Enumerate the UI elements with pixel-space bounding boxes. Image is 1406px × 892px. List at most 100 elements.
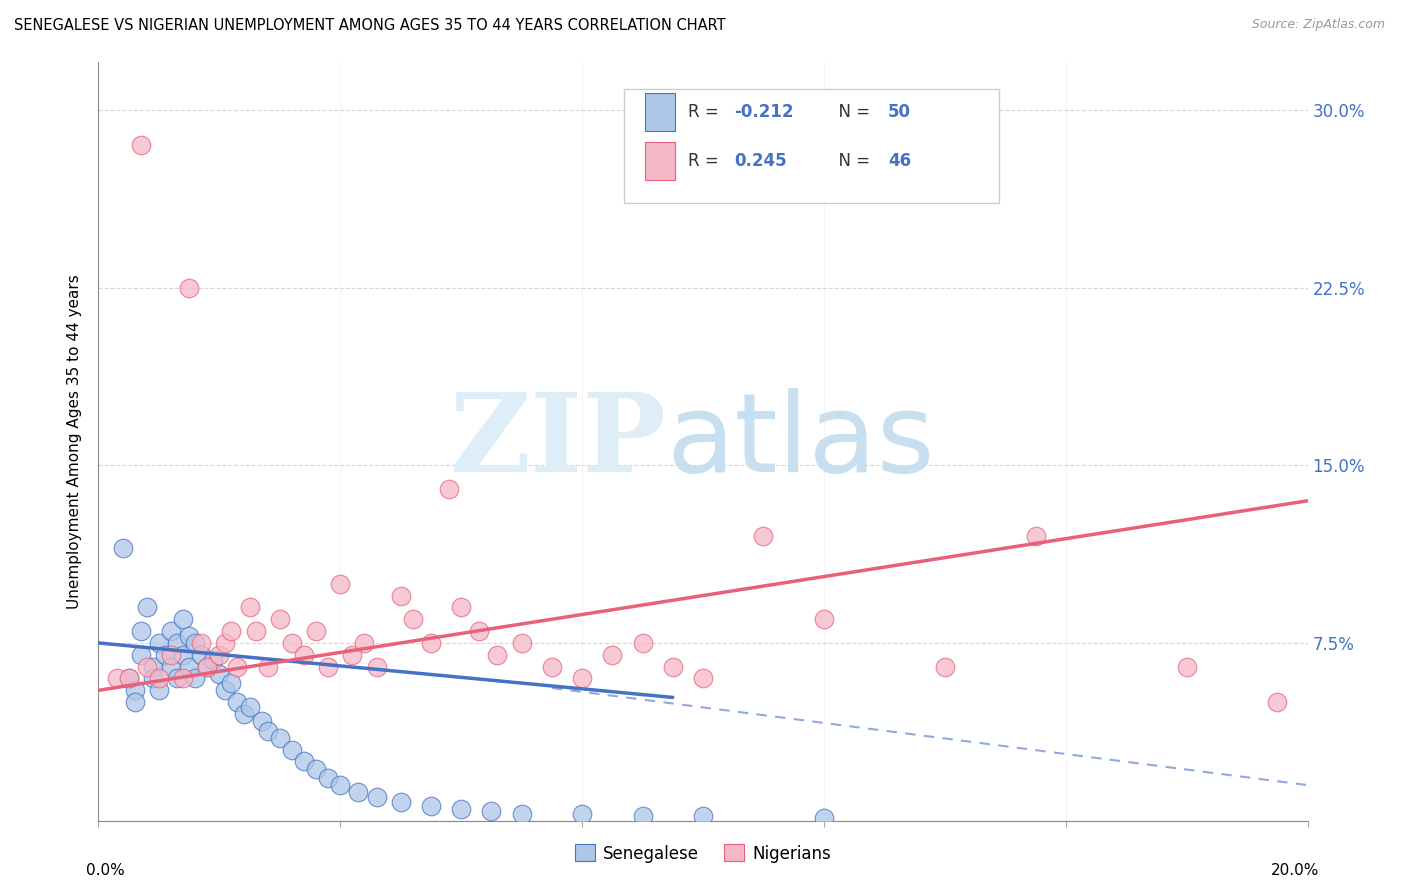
Point — [269, 731, 291, 745]
Point — [179, 280, 201, 294]
Point — [281, 742, 304, 756]
Text: 0.245: 0.245 — [734, 152, 787, 169]
Text: Source: ZipAtlas.com: Source: ZipAtlas.com — [1251, 18, 1385, 31]
Point — [153, 648, 176, 662]
Point — [160, 624, 183, 639]
Text: R =: R = — [689, 152, 724, 169]
Point — [486, 648, 509, 662]
Point — [316, 659, 339, 673]
Point — [135, 600, 157, 615]
Point — [329, 778, 352, 792]
Legend: Senegalese, Nigerians: Senegalese, Nigerians — [568, 838, 838, 869]
Point — [214, 683, 236, 698]
Point — [934, 659, 956, 673]
Text: R =: R = — [689, 103, 724, 121]
Point — [316, 771, 339, 785]
Point — [142, 659, 165, 673]
Point — [402, 612, 425, 626]
Point — [179, 629, 201, 643]
Point — [353, 636, 375, 650]
Point — [221, 676, 243, 690]
Point — [631, 809, 654, 823]
Point — [232, 706, 254, 721]
Point — [250, 714, 273, 728]
Point — [481, 804, 503, 818]
Point — [1267, 695, 1289, 709]
Point — [190, 648, 212, 662]
Point — [813, 811, 835, 825]
Point — [256, 723, 278, 738]
Point — [305, 624, 328, 639]
Point — [214, 636, 236, 650]
Point — [105, 672, 128, 686]
Point — [631, 636, 654, 650]
Point — [202, 652, 225, 666]
Point — [602, 648, 624, 662]
Point — [329, 576, 352, 591]
FancyBboxPatch shape — [624, 89, 1000, 202]
Point — [160, 659, 183, 673]
Point — [239, 699, 262, 714]
Text: SENEGALESE VS NIGERIAN UNEMPLOYMENT AMONG AGES 35 TO 44 YEARS CORRELATION CHART: SENEGALESE VS NIGERIAN UNEMPLOYMENT AMON… — [14, 18, 725, 33]
Point — [148, 683, 170, 698]
Point — [420, 636, 443, 650]
Point — [692, 672, 714, 686]
Point — [172, 612, 194, 626]
Point — [510, 806, 533, 821]
Text: 20.0%: 20.0% — [1271, 863, 1320, 879]
Point — [292, 648, 315, 662]
Point — [135, 659, 157, 673]
Point — [510, 636, 533, 650]
Point — [813, 612, 835, 626]
Point — [208, 666, 231, 681]
Point — [420, 799, 443, 814]
Point — [245, 624, 267, 639]
Y-axis label: Unemployment Among Ages 35 to 44 years: Unemployment Among Ages 35 to 44 years — [67, 274, 83, 609]
Point — [129, 624, 152, 639]
Point — [226, 695, 249, 709]
Point — [661, 659, 683, 673]
Point — [468, 624, 491, 639]
Point — [184, 672, 207, 686]
Point — [450, 600, 472, 615]
Point — [540, 659, 562, 673]
Point — [366, 789, 388, 804]
Point — [239, 600, 262, 615]
Point — [148, 672, 170, 686]
Text: 46: 46 — [889, 152, 911, 169]
Point — [172, 648, 194, 662]
Point — [389, 589, 412, 603]
Point — [129, 138, 152, 153]
Point — [142, 672, 165, 686]
Point — [292, 755, 315, 769]
Point — [692, 809, 714, 823]
Point — [184, 636, 207, 650]
Point — [118, 672, 141, 686]
Bar — [645, 142, 675, 180]
Point — [256, 659, 278, 673]
Point — [571, 672, 593, 686]
Point — [111, 541, 134, 556]
Point — [118, 672, 141, 686]
Text: atlas: atlas — [666, 388, 935, 495]
Point — [124, 683, 146, 698]
Point — [179, 659, 201, 673]
Bar — [645, 93, 675, 131]
Point — [124, 695, 146, 709]
Point — [160, 648, 183, 662]
Point — [190, 636, 212, 650]
Text: 50: 50 — [889, 103, 911, 121]
Text: 0.0%: 0.0% — [86, 863, 125, 879]
Point — [752, 529, 775, 543]
Text: N =: N = — [828, 152, 875, 169]
Point — [305, 762, 328, 776]
Point — [172, 672, 194, 686]
Point — [269, 612, 291, 626]
Point — [366, 659, 388, 673]
Point — [450, 802, 472, 816]
Point — [195, 659, 218, 673]
Point — [342, 648, 364, 662]
Point — [148, 636, 170, 650]
Point — [571, 806, 593, 821]
Point — [1175, 659, 1198, 673]
